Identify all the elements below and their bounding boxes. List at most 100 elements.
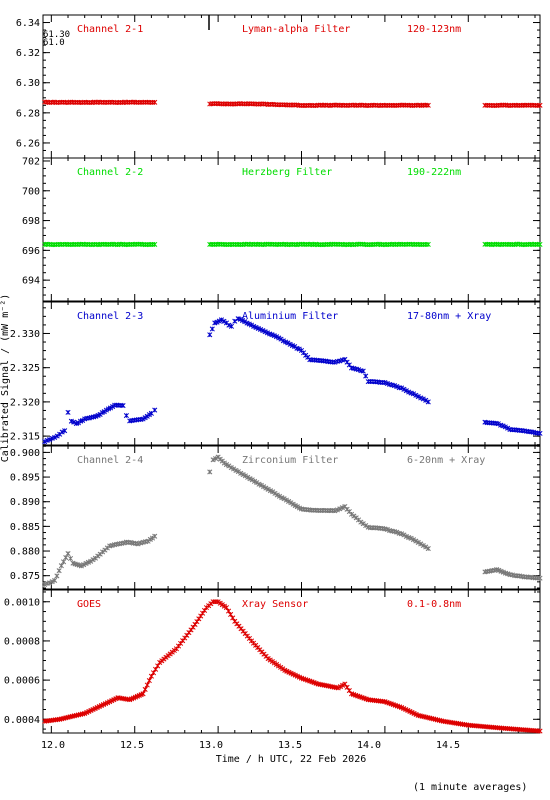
data-point — [495, 421, 501, 427]
data-point — [363, 523, 369, 529]
y-tick-label: 6.28 — [16, 108, 40, 119]
data-point — [232, 318, 238, 324]
panel-band-label: 0.1-0.8nm — [407, 599, 461, 610]
data-series-segment — [42, 533, 158, 588]
y-tick-label: 6.32 — [16, 48, 40, 59]
data-point — [363, 373, 369, 379]
data-point — [423, 397, 429, 403]
panel-frame — [42, 445, 541, 590]
y-tick-label: 0.885 — [10, 522, 40, 533]
y-tick-label: 700 — [22, 186, 40, 197]
data-point — [410, 537, 417, 543]
data-point — [207, 332, 213, 338]
series-line — [44, 601, 541, 732]
y-axis-label: Calibrated Signal / (mW m⁻²) — [0, 294, 11, 463]
y-tick-label: 696 — [22, 246, 40, 257]
data-point — [223, 462, 230, 468]
data-point — [537, 728, 543, 734]
data-point — [138, 99, 144, 105]
data-point — [54, 433, 60, 439]
data-point — [120, 403, 126, 409]
y-tick-label: 0.875 — [10, 571, 40, 582]
data-point — [226, 322, 232, 328]
panel-band-label: 190-222nm — [407, 167, 461, 178]
y-tick-label: 2.320 — [10, 397, 40, 408]
data-point — [218, 317, 225, 323]
data-series-segment — [42, 402, 158, 445]
y-tick-label: 6.30 — [16, 78, 40, 89]
y-tick-label: 2.315 — [10, 432, 40, 443]
data-point — [258, 482, 264, 488]
data-point — [415, 539, 421, 545]
data-point — [425, 102, 431, 108]
data-point — [358, 519, 364, 525]
data-series-segment — [482, 241, 543, 248]
panel-frame — [42, 301, 541, 446]
data-point — [367, 242, 373, 248]
y-tick-label: 0.0008 — [4, 636, 40, 647]
data-point — [207, 469, 213, 475]
data-point — [142, 686, 148, 692]
panel-filter-label: Aluminium Filter — [242, 311, 338, 322]
data-point — [425, 399, 431, 405]
data-point — [59, 429, 65, 435]
data-point — [47, 437, 53, 443]
data-point — [283, 497, 289, 503]
data-point — [71, 419, 77, 425]
data-point — [360, 368, 366, 374]
data-point — [425, 241, 431, 247]
y-tick-label: 0.0010 — [4, 597, 40, 608]
y-tick-label: 2.325 — [10, 363, 40, 374]
panel-channel-label: Channel 2-2 — [77, 167, 143, 178]
panels: 6.26 6.28 6.30 6.32 6.34 Channel 2-1 Lyman-alp… — [4, 14, 543, 734]
data-point — [537, 241, 543, 247]
data-point — [56, 568, 62, 574]
data-series-segment — [42, 241, 158, 248]
data-series-segment — [482, 102, 543, 109]
data-point — [245, 474, 251, 480]
y-tick-label: 694 — [22, 276, 40, 287]
panel-band-label: 6-20nm + Xray — [407, 455, 485, 466]
data-point — [144, 682, 150, 688]
panel-channel-label: Channel 2-3 — [77, 311, 143, 322]
panel-frame — [42, 589, 541, 734]
data-point — [49, 579, 55, 585]
data-point — [146, 678, 152, 684]
data-series-segment — [42, 599, 543, 734]
data-point — [63, 555, 69, 561]
panel-channel-label: GOES — [77, 599, 101, 610]
panel-5: 0.0004 0.0006 0.0008 0.0010 GOES Xray Sensor 0… — [4, 589, 543, 734]
data-point — [401, 386, 407, 392]
y-tick-label: 698 — [22, 216, 40, 227]
data-point — [52, 577, 58, 583]
data-series-segment — [42, 99, 158, 106]
data-point — [62, 428, 68, 434]
x-axis-label: Time / h UTC, 22 Feb 2026 — [216, 754, 367, 765]
x-tick-label: 14.0 — [357, 740, 381, 751]
data-point — [152, 407, 158, 413]
data-point — [105, 241, 111, 247]
data-point — [401, 532, 407, 538]
data-point — [410, 391, 417, 397]
data-series-segment — [482, 566, 543, 581]
data-point — [209, 326, 215, 332]
data-point — [228, 323, 235, 329]
data-point — [152, 533, 158, 539]
data-point — [52, 434, 58, 440]
data-point — [402, 241, 408, 247]
data-point — [67, 555, 74, 562]
data-point — [213, 455, 219, 462]
data-series-segment — [482, 419, 543, 436]
data-point — [285, 340, 291, 346]
panel-channel-label: Channel 2-1 — [77, 24, 143, 35]
data-point — [261, 484, 267, 490]
panel-band-label: 17-80nm + Xray — [407, 311, 491, 322]
data-point — [418, 541, 424, 547]
data-point — [276, 493, 283, 499]
data-point — [90, 557, 96, 563]
data-point — [425, 546, 431, 552]
panel-4: 0.875 0.880 0.885 0.890 0.895 0.900 Channel 2-… — [10, 445, 543, 590]
data-point — [152, 99, 158, 105]
data-series-segment — [207, 316, 431, 405]
y-tick-label: 0.880 — [10, 547, 40, 558]
